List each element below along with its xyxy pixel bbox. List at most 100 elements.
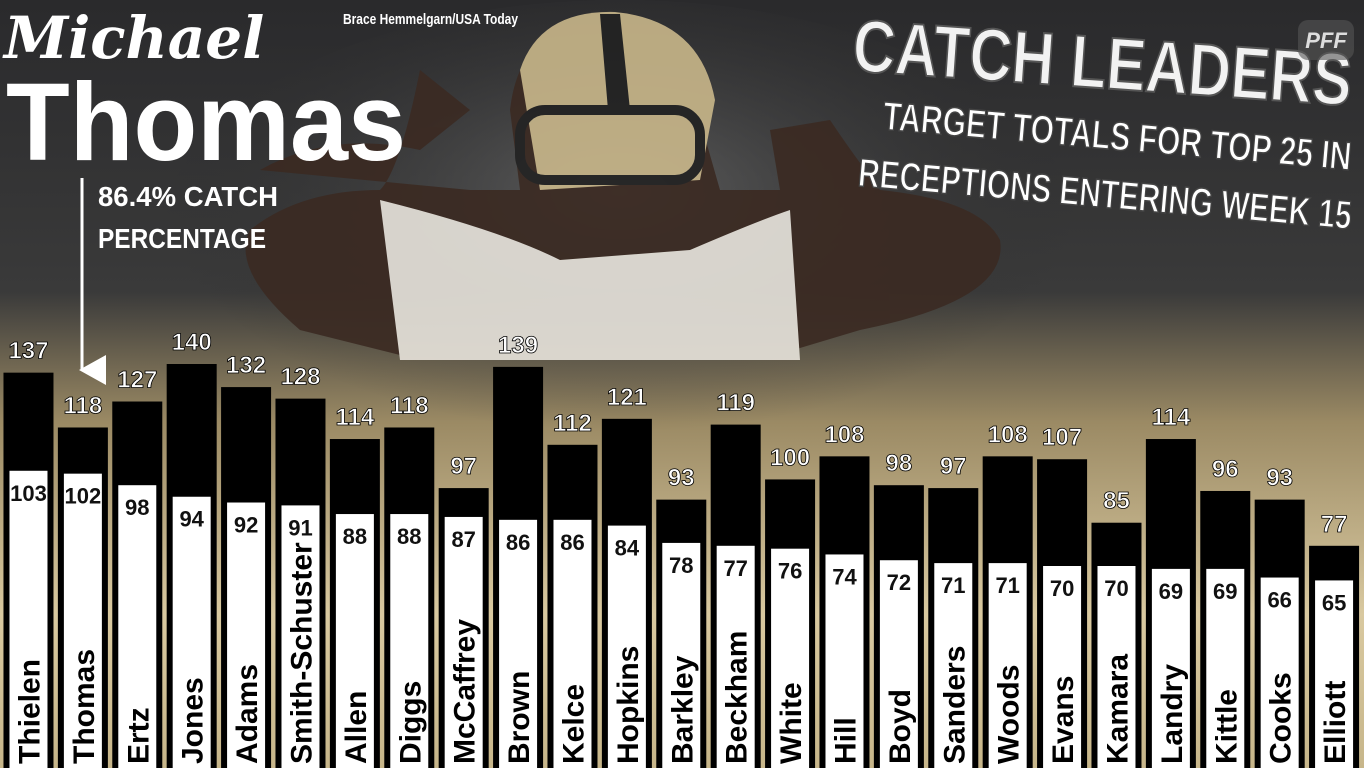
player-name: Landry	[1156, 664, 1189, 764]
reception-bar	[499, 519, 538, 768]
reception-bar	[1151, 568, 1190, 768]
reception-label: 69	[1213, 579, 1237, 604]
reception-label: 78	[669, 553, 693, 578]
reception-bar	[63, 473, 102, 768]
target-label: 139	[498, 332, 538, 359]
player-name: White	[775, 682, 808, 764]
reception-bar	[825, 554, 864, 768]
player-name: Ertz	[122, 707, 155, 764]
reception-label: 71	[995, 573, 1019, 598]
reception-bar	[118, 485, 157, 768]
reception-label: 88	[397, 524, 421, 549]
player-name: Adams	[231, 664, 264, 764]
target-label: 112	[553, 410, 592, 437]
reception-label: 88	[343, 524, 367, 549]
reception-label: 65	[1322, 590, 1346, 615]
reception-bar	[9, 470, 48, 768]
target-label: 107	[1042, 424, 1082, 451]
target-label: 108	[988, 421, 1028, 448]
target-label: 118	[390, 392, 429, 419]
reception-bar	[553, 519, 592, 768]
target-label: 93	[1266, 465, 1293, 492]
reception-label: 94	[179, 507, 204, 532]
reception-label: 70	[1050, 576, 1074, 601]
player-name: Sanders	[938, 646, 971, 764]
player-name: Barkley	[666, 655, 699, 764]
player-name: Kamara	[1101, 654, 1134, 764]
reception-label: 86	[506, 530, 530, 555]
target-label: 77	[1321, 511, 1348, 538]
target-label: 140	[172, 329, 212, 356]
reception-label: 76	[778, 559, 802, 584]
player-name: Hopkins	[612, 646, 645, 764]
reception-label: 69	[1159, 579, 1183, 604]
reception-bar	[1206, 568, 1245, 768]
reception-bar	[662, 542, 701, 768]
target-label: 93	[668, 465, 695, 492]
player-photo	[245, 11, 1001, 360]
player-name: Hill	[829, 717, 862, 764]
reception-bar	[879, 560, 918, 768]
annotation-line: PERCENTAGE	[98, 223, 266, 254]
reception-label: 84	[615, 536, 640, 561]
reception-label: 98	[125, 495, 149, 520]
reception-label: 86	[560, 530, 584, 555]
reception-label: 71	[941, 573, 965, 598]
player-name: Diggs	[394, 681, 427, 764]
player-name: McCaffrey	[449, 619, 482, 764]
player-name: Thielen	[13, 659, 46, 764]
target-label: 97	[450, 453, 477, 480]
player-name: Boyd	[884, 689, 917, 764]
logo-text: PFF	[1305, 28, 1347, 53]
target-label: 98	[886, 450, 913, 477]
reception-label: 72	[887, 570, 911, 595]
player-name: Evans	[1047, 676, 1080, 764]
player-name: Elliott	[1319, 681, 1352, 764]
reception-bar	[335, 514, 374, 768]
reception-bar	[988, 563, 1027, 768]
player-name: Jones	[177, 677, 210, 764]
target-label: 114	[336, 404, 375, 431]
reception-label: 77	[723, 556, 747, 581]
reception-label: 87	[451, 527, 475, 552]
reception-bar	[1315, 580, 1354, 768]
reception-label: 66	[1267, 588, 1291, 613]
reception-label: 70	[1104, 576, 1128, 601]
logo: PFF	[1298, 20, 1354, 60]
target-label: 96	[1212, 456, 1239, 483]
reception-label: 74	[832, 564, 857, 589]
photo-credit: Brace Hemmelgarn/USA Today	[343, 11, 519, 28]
target-label: 137	[8, 338, 48, 365]
reception-bar	[934, 563, 973, 768]
target-label: 119	[716, 390, 755, 417]
player-name: Allen	[340, 691, 373, 764]
reception-label: 92	[234, 513, 258, 538]
reception-label: 91	[288, 515, 312, 540]
player-name: Brown	[503, 671, 536, 764]
target-label: 114	[1152, 404, 1191, 431]
player-name: Kittle	[1210, 689, 1243, 764]
target-label: 121	[607, 384, 647, 411]
target-label: 127	[117, 367, 157, 394]
target-label: 128	[280, 364, 320, 391]
player-name: Woods	[993, 665, 1026, 764]
target-label: 108	[824, 421, 864, 448]
player-name: Cooks	[1265, 672, 1298, 764]
reception-bar	[1043, 566, 1082, 768]
target-label: 118	[64, 392, 103, 419]
reception-bar	[716, 545, 755, 768]
title-first: Michael	[2, 4, 264, 72]
player-name: Kelce	[557, 684, 590, 764]
reception-bar	[172, 496, 211, 768]
reception-bar	[771, 548, 810, 768]
title-last: Thomas	[6, 61, 406, 184]
player-name: Beckham	[721, 631, 754, 764]
reception-bar	[281, 505, 320, 768]
reception-bar	[607, 525, 646, 768]
reception-bar	[227, 502, 266, 768]
target-label: 100	[770, 444, 810, 471]
reception-label: 102	[65, 484, 102, 509]
player-name: Smith-Schuster	[285, 542, 318, 764]
